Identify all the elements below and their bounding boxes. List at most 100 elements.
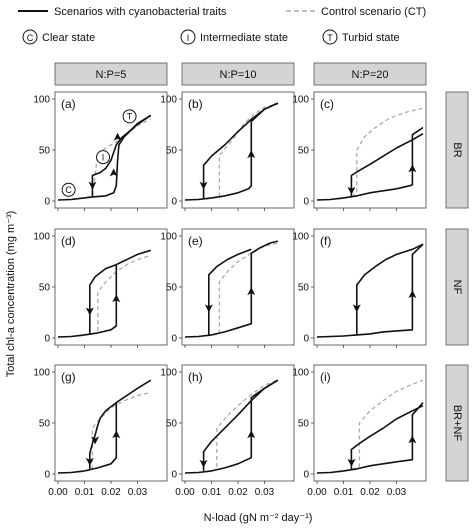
control-scenario-line (57, 254, 151, 338)
x-tick-label: 0.03 (255, 487, 275, 498)
row-strip: BR (445, 91, 469, 209)
arrow-down-icon (204, 304, 213, 313)
y-tick-label: 0 (171, 197, 177, 208)
arrow-up-icon (247, 150, 256, 159)
state-marker (61, 182, 76, 197)
x-tick-label: 0.02 (101, 487, 121, 498)
panel-i: 0 50 100 0.00 0.01 0.02 0.03 (i) (292, 364, 427, 498)
arrow-down-icon (91, 436, 100, 445)
y-tick-label: 0 (303, 470, 309, 481)
cyanobacteria-scenario-line (202, 379, 279, 471)
cyanobacteria-scenario-line (184, 240, 278, 338)
panel-label: (a) (61, 97, 76, 111)
x-axis-title: N-load (gN m⁻² day⁻¹) (204, 512, 313, 524)
x-tick-label: 0.00 (307, 487, 327, 498)
arrow-down-icon (199, 459, 208, 468)
y-tick-label: 0 (44, 197, 50, 208)
panel-h: 0 50 100 0.00 0.01 0.02 0.03 (h) (160, 364, 295, 498)
y-tick-label: 0 (171, 470, 177, 481)
arrow-down-icon (352, 304, 361, 313)
control-scenario-line (184, 242, 278, 338)
cyanobacteria-scenario-line (89, 263, 117, 335)
arrow-down-icon (85, 307, 94, 316)
panel-frame (181, 91, 295, 209)
panel-frame (181, 228, 295, 346)
arrow-up-icon (112, 430, 121, 439)
turbid-state-symbol: T (327, 33, 333, 43)
arrow-down-icon (88, 181, 97, 190)
y-tick-label: 50 (166, 146, 178, 157)
panel-frame (313, 364, 427, 482)
y-tick-label: 0 (303, 334, 309, 345)
y-tick-label: 50 (298, 283, 310, 294)
control-scenario-line (57, 118, 152, 201)
panel-label: (e) (188, 234, 203, 248)
panel-label: (h) (188, 370, 203, 384)
y-tick-label: 50 (39, 146, 51, 157)
y-tick-label: 100 (292, 232, 309, 243)
arrow-up-icon (408, 435, 417, 444)
y-tick-label: 100 (292, 368, 309, 379)
row-strip: BR+NF (445, 364, 469, 482)
state-marker (122, 109, 137, 124)
panel-label: (d) (61, 234, 76, 248)
panel-label: (g) (61, 370, 76, 384)
cyanobacteria-scenario-line (57, 379, 152, 474)
x-tick-label: 0.03 (387, 487, 407, 498)
panel-a: 0 50 100 C I T (a) (33, 91, 168, 211)
panel-g: 0 50 100 0.00 0.01 0.02 0.03 (g) (33, 364, 168, 498)
y-tick-label: 50 (298, 146, 310, 157)
y-tick-label: 100 (160, 95, 177, 106)
panel-label: (f) (320, 234, 331, 248)
x-tick-label: 0.02 (228, 487, 248, 498)
control-scenario-line (316, 379, 424, 474)
control-scenario-line (57, 391, 151, 474)
panel-frame (54, 364, 168, 482)
panel-c: 0 50 100 (c) (292, 91, 427, 211)
x-tick-label: 0.02 (360, 487, 380, 498)
arrow-up-icon (408, 164, 417, 173)
arrow-down-icon (347, 458, 356, 467)
x-tick-label: 0.01 (75, 487, 95, 498)
panel-label: (c) (320, 97, 334, 111)
legend-dashed-label: Control scenario (CT) (321, 6, 426, 18)
column-strip: N:P=5 (54, 62, 168, 86)
arrow-up-icon (112, 294, 121, 303)
panel-label: (i) (320, 370, 331, 384)
x-tick-label: 0.00 (175, 487, 195, 498)
turbid-state-label: Turbid state (342, 32, 400, 44)
cyanobacteria-scenario-line (350, 404, 424, 470)
intermediate-state-symbol: I (187, 33, 190, 43)
turbid-state-marker (322, 29, 338, 45)
column-strip-label: N:P=20 (352, 69, 389, 81)
y-tick-label: 0 (44, 470, 50, 481)
y-tick-label: 0 (303, 197, 309, 208)
y-tick-label: 100 (33, 368, 50, 379)
x-tick-label: 0.01 (202, 487, 222, 498)
intermediate-state-label: Intermediate state (200, 32, 288, 44)
arrow-up-icon (247, 430, 256, 439)
y-tick-label: 100 (33, 232, 50, 243)
arrow-down-icon (199, 181, 208, 190)
cyanobacteria-scenario-line (57, 249, 152, 338)
x-tick-label: 0.03 (128, 487, 148, 498)
y-tick-label: 100 (292, 95, 309, 106)
cyanobacteria-scenario-line (208, 248, 252, 335)
cyanobacteria-scenario-line (202, 102, 279, 199)
panel-label: (b) (188, 97, 203, 111)
cyanobacteria-scenario-line (91, 114, 152, 197)
state-marker-symbol: I (102, 152, 105, 162)
legend-solid-label: Scenarios with cyanobacterial traits (54, 6, 227, 18)
panel-e: 0 50 100 (e) (160, 228, 295, 348)
legend: Scenarios with cyanobacterial traits Con… (18, 6, 426, 45)
y-tick-label: 50 (166, 419, 178, 430)
state-marker-symbol: C (65, 185, 72, 195)
panel-f: 0 50 100 (f) (292, 228, 427, 348)
panel-b: 0 50 100 (b) (160, 91, 295, 211)
y-tick-label: 50 (166, 283, 178, 294)
intermediate-state-marker (180, 29, 196, 45)
panel-d: 0 50 100 (d) (33, 228, 168, 348)
row-strip-label: NF (451, 280, 463, 295)
arrow-up-icon (408, 290, 417, 299)
